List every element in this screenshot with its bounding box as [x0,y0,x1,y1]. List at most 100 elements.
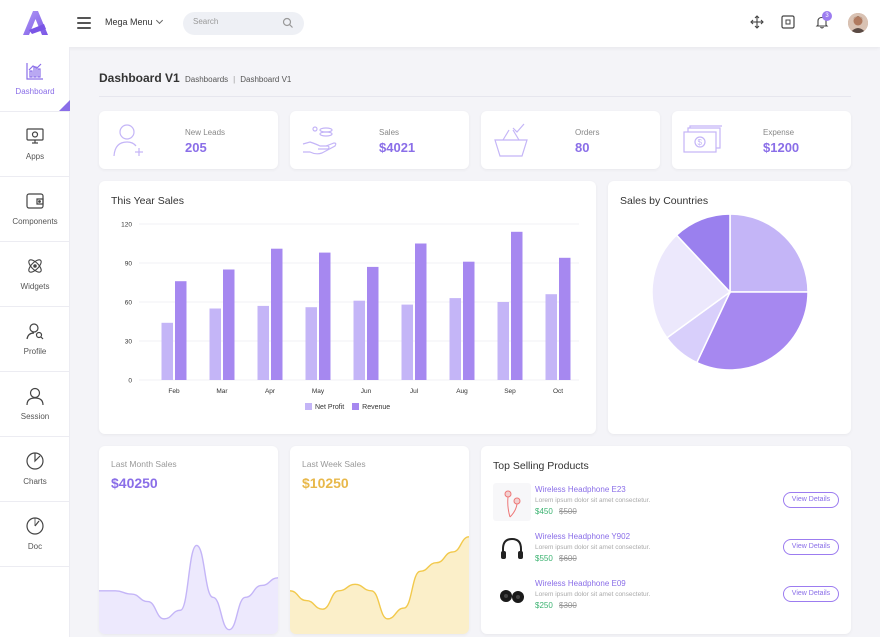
pie-slice[interactable] [729,213,809,293]
legend-label-revenue: Revenue [362,404,391,411]
bar-revenue[interactable] [511,231,523,380]
breadcrumb-current: Dashboard V1 [240,75,292,84]
sidebar-item-widgets[interactable]: Widgets [0,242,70,307]
bar-revenue[interactable] [319,252,331,380]
x-tick-label: Mar [216,388,228,395]
sidebar-item-charts[interactable]: Charts [0,437,70,502]
bar-revenue[interactable] [367,266,379,380]
sidebar: Dashboard Apps Components Widgets Profil… [0,47,70,637]
bar-net-profit[interactable] [401,304,414,380]
sidebar-item-apps[interactable]: Apps [0,112,70,177]
sidebar-item-label: Session [20,412,50,421]
bar-net-profit[interactable] [449,298,462,380]
x-tick-label: Oct [553,388,563,395]
product-name[interactable]: Wireless Headphone E23 [535,485,626,494]
bar-net-profit[interactable] [353,300,366,380]
earbuds-black-icon [500,590,524,603]
bar-chart: 0 30 60 90 120 Feb Mar Apr May Jun Jul Aug Sep Oct [121,221,579,395]
wallet-icon [26,193,44,209]
bar-net-profit[interactable] [161,322,174,380]
product-price: $550 [535,554,553,563]
y-tick-label: 60 [125,299,133,306]
product-description: Lorem ipsum dolor sit amet consectetur. [535,544,651,551]
sidebar-item-dashboard[interactable]: Dashboard [0,47,70,112]
move-arrows-icon[interactable] [749,14,765,30]
y-tick-label: 0 [128,377,132,384]
view-details-button[interactable]: View Details [783,586,839,602]
sidebar-item-label: Doc [27,542,43,551]
fullscreen-icon[interactable] [780,14,796,30]
stat-value: 205 [185,140,207,155]
stat-card-orders: Orders 80 [481,111,660,169]
bar-revenue[interactable] [415,243,427,381]
product-item: Wireless Headphone Y902 Lorem ipsum dolo… [493,530,839,570]
product-price: $250 [535,601,553,610]
cash-stack-icon: $ [683,125,722,153]
area-chart-last-month [99,544,278,634]
legend-swatch-revenue [352,403,360,410]
bar-net-profit[interactable] [209,308,222,381]
pie-slice[interactable] [695,291,809,371]
stat-label: Orders [575,128,600,137]
app-logo[interactable] [20,8,50,38]
search-icon[interactable] [282,17,294,29]
earbuds-icon [504,490,521,518]
bar-revenue[interactable] [271,248,283,380]
sidebar-item-doc[interactable]: Doc [0,502,70,567]
bar-net-profit[interactable] [305,307,318,380]
y-tick-label: 30 [125,338,133,345]
sidebar-item-session[interactable]: Session [0,372,70,437]
stat-value: $4021 [379,140,416,155]
x-tick-label: Aug [456,388,468,395]
svg-text:$: $ [698,138,703,147]
product-item: Wireless Headphone E09 Lorem ipsum dolor… [493,577,839,617]
breadcrumb-separator: | [233,75,236,84]
view-details-button[interactable]: View Details [783,539,839,555]
basket-icon [494,123,528,157]
sidebar-item-label: Widgets [20,282,50,291]
breadcrumb-link-dashboards[interactable]: Dashboards [185,75,229,84]
avatar[interactable] [848,13,868,33]
bar-net-profit[interactable] [497,302,510,380]
area-line [290,536,469,620]
pie-slice[interactable] [651,234,732,339]
search-input[interactable] [193,17,278,26]
area-chart-last-week [290,536,469,634]
product-thumbnail [493,483,531,521]
menu-toggle-icon[interactable] [77,17,91,29]
sidebar-item-components[interactable]: Components [0,177,70,242]
bar-net-profit[interactable] [257,305,270,380]
header-divider [99,96,851,97]
pie-chart [651,213,809,371]
product-name[interactable]: Wireless Headphone Y902 [535,532,631,541]
product-name[interactable]: Wireless Headphone E09 [535,579,626,588]
view-details-button[interactable]: View Details [783,492,839,508]
stat-value: 80 [575,140,590,155]
sidebar-item-profile[interactable]: Profile [0,307,70,372]
page-title: Dashboard V1 [99,71,180,85]
y-tick-label: 120 [121,221,132,228]
last-month-sales-card: Last Month Sales $40250 [99,446,278,634]
user-icon [26,387,44,406]
legend-swatch-net-profit [305,403,312,410]
hand-money-icon [302,126,337,155]
bar-revenue[interactable] [175,281,187,380]
pie-slice[interactable] [675,213,731,294]
sidebar-item-label: Charts [23,477,47,486]
notification-badge: 3 [822,11,832,21]
bar-revenue[interactable] [463,261,475,380]
product-thumbnail [493,530,531,568]
bar-net-profit[interactable] [545,294,558,380]
x-tick-label: Jul [410,388,419,395]
stat-label: Sales [379,128,400,137]
bar-revenue[interactable] [223,269,235,381]
product-old-price: $300 [559,601,577,610]
x-tick-label: May [312,388,325,395]
stat-label: Expense [763,128,795,137]
user-add-icon [113,124,143,157]
bar-revenue[interactable] [559,257,571,380]
x-tick-label: Apr [265,388,276,395]
mega-menu-dropdown[interactable]: Mega Menu [105,16,163,27]
product-description: Lorem ipsum dolor sit amet consectetur. [535,497,651,504]
sidebar-item-label: Apps [25,152,45,161]
